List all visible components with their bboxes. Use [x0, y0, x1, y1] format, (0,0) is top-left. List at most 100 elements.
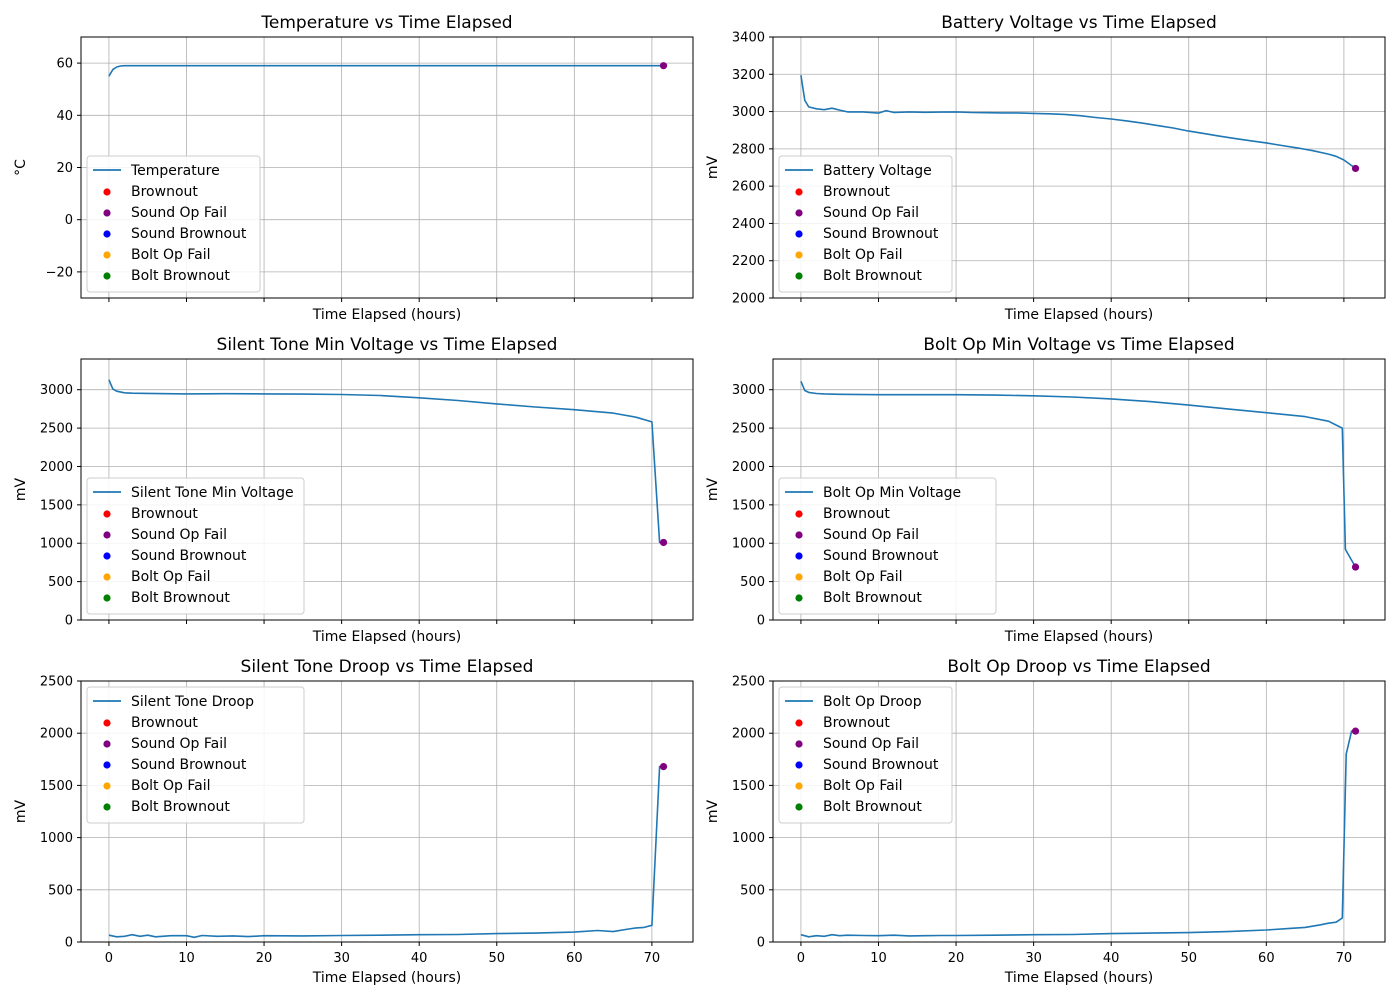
legend-marker-swatch: [103, 251, 111, 259]
x-axis-label: Time Elapsed (hours): [312, 307, 461, 323]
x-tick-label: 60: [566, 951, 583, 966]
legend: Battery Voltage Brownout Sound Op Fail Soun…: [778, 155, 953, 293]
legend: Bolt Op Droop Brownout Sound Op Fail Sound …: [778, 686, 953, 824]
legend-label: Bolt Op Fail: [131, 778, 210, 794]
x-tick-label: 70: [1336, 951, 1353, 966]
legend-marker-swatch: [795, 510, 803, 518]
x-tick-label: 40: [1103, 951, 1120, 966]
legend: Silent Tone Droop Brownout Sound Op Fail So…: [86, 686, 305, 824]
legend-marker-swatch: [795, 251, 803, 259]
y-tick-label: 1000: [40, 537, 73, 552]
legend-marker-swatch: [795, 209, 803, 217]
y-tick-label: 2000: [732, 292, 765, 307]
axes-frame: [80, 358, 694, 621]
y-tick-label: 3000: [732, 383, 765, 398]
legend-box: [778, 155, 953, 293]
legend-label: Sound Brownout: [823, 757, 939, 773]
y-tick-label: 40: [56, 109, 73, 124]
legend-marker-swatch: [795, 552, 803, 560]
y-tick-label: 500: [48, 883, 73, 898]
legend-label: Sound Op Fail: [131, 736, 227, 752]
axes-frame: [772, 36, 1386, 299]
event-marker: [1351, 164, 1360, 173]
legend-label: Sound Brownout: [823, 226, 939, 242]
y-tick-label: 500: [48, 575, 73, 590]
y-tick-label: 1000: [40, 831, 73, 846]
legend: Bolt Op Min Voltage Brownout Sound Op Fail…: [778, 477, 997, 615]
chart-title: Temperature vs Time Elapsed: [260, 13, 512, 33]
legend-box: [778, 686, 953, 824]
y-tick-label: 0: [65, 614, 73, 629]
x-axis-label: Time Elapsed (hours): [1004, 307, 1153, 323]
series-line: [108, 64, 664, 77]
x-tick-label: 60: [1258, 951, 1275, 966]
x-tick-label: 50: [488, 951, 505, 966]
series-line: [800, 730, 1356, 938]
y-tick-label: 0: [757, 936, 765, 951]
y-tick-label: 1500: [40, 779, 73, 794]
x-axis-label: Time Elapsed (hours): [312, 970, 461, 986]
event-marker: [659, 538, 668, 547]
x-tick-label: 50: [1180, 951, 1197, 966]
legend-label: Sound Brownout: [823, 548, 939, 564]
legend-marker-swatch: [795, 761, 803, 769]
x-axis-label: Time Elapsed (hours): [312, 629, 461, 645]
y-axis-label: mV: [705, 155, 721, 179]
legend-label: Brownout: [823, 184, 890, 200]
legend: Temperature Brownout Sound Op Fail Sound Br…: [86, 155, 261, 293]
x-tick-label: 70: [644, 951, 661, 966]
legend-marker-swatch: [795, 531, 803, 539]
legend-box: [778, 477, 997, 615]
legend-label: Bolt Brownout: [823, 590, 922, 606]
axes-frame: [772, 680, 1386, 943]
legend-label: Sound Op Fail: [823, 527, 919, 543]
y-axis-label: mV: [705, 477, 721, 501]
legend-label: Silent Tone Min Voltage: [131, 485, 294, 501]
series-line: [800, 75, 1356, 170]
legend-label: Sound Op Fail: [823, 205, 919, 221]
chart-title: Battery Voltage vs Time Elapsed: [941, 13, 1217, 33]
legend-label: Bolt Op Droop: [823, 694, 922, 710]
y-tick-label: 2600: [732, 180, 765, 195]
x-tick-label: 20: [948, 951, 965, 966]
legend-label: Brownout: [823, 506, 890, 522]
event-marker: [659, 62, 668, 70]
legend-label: Sound Brownout: [131, 548, 247, 564]
y-axis-label: mV: [13, 477, 29, 501]
legend-marker-swatch: [103, 782, 111, 790]
chart-title: Silent Tone Droop vs Time Elapsed: [241, 657, 534, 677]
event-marker: [659, 763, 668, 771]
legend-box: [86, 477, 305, 615]
y-axis-label: mV: [13, 799, 29, 823]
y-tick-label: 2800: [732, 142, 765, 157]
legend-label: Silent Tone Droop: [131, 694, 254, 710]
y-tick-label: 2000: [732, 727, 765, 742]
legend-label: Sound Op Fail: [131, 205, 227, 221]
y-tick-label: 3200: [732, 68, 765, 83]
axes-frame: [80, 680, 694, 943]
event-marker: [1351, 563, 1360, 571]
legend-label: Temperature: [130, 163, 220, 179]
legend-marker-swatch: [795, 230, 803, 238]
y-tick-label: 60: [56, 57, 73, 72]
legend-marker-swatch: [103, 573, 111, 581]
chart-title: Bolt Op Droop vs Time Elapsed: [947, 657, 1210, 677]
y-tick-label: 3000: [40, 383, 73, 398]
y-tick-label: 2500: [40, 422, 73, 437]
x-tick-label: 30: [1025, 951, 1042, 966]
y-tick-label: 1000: [732, 831, 765, 846]
legend-label: Sound Op Fail: [823, 736, 919, 752]
legend-label: Bolt Op Min Voltage: [823, 485, 961, 501]
legend-label: Brownout: [823, 715, 890, 731]
chart-panel: 0 10 20 30 40 50 60 70 0 500 1000 1500 2000 2500 Silen…: [13, 657, 694, 986]
x-tick-label: 40: [411, 951, 428, 966]
y-tick-label: 500: [740, 575, 765, 590]
legend-label: Brownout: [131, 715, 198, 731]
x-tick-label: 10: [178, 951, 195, 966]
legend-label: Bolt Op Fail: [823, 247, 902, 263]
axes-frame: [772, 358, 1386, 621]
legend-marker-swatch: [103, 188, 111, 196]
legend-label: Bolt Op Fail: [823, 569, 902, 585]
x-tick-label: 30: [333, 951, 350, 966]
